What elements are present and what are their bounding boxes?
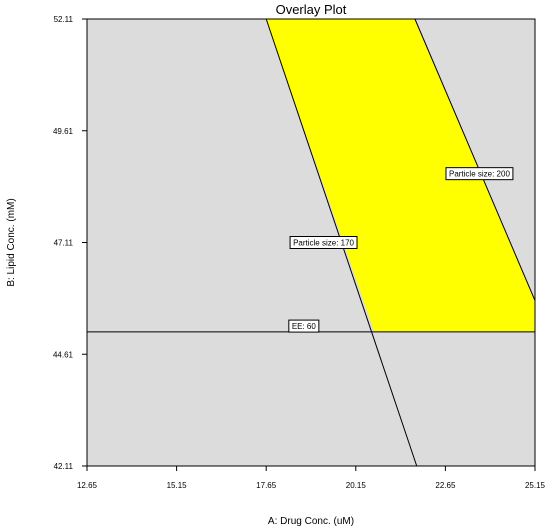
x-tick-label: 15.15 — [167, 481, 188, 490]
x-tick-label: 12.65 — [77, 481, 98, 490]
y-tick-label: 47.11 — [54, 239, 74, 248]
contour-label-text: EE: 60 — [292, 322, 317, 331]
y-axis-label: B: Lipid Conc. (mM) — [6, 198, 17, 286]
x-tick-label: 22.65 — [435, 481, 456, 490]
x-tick-label: 25.15 — [525, 481, 546, 490]
chart-title: Overlay Plot — [275, 2, 347, 17]
y-tick-label: 52.11 — [54, 15, 74, 24]
y-axis: 42.11 44.61 47.11 49.61 52.11 — [53, 15, 87, 471]
contour-label-box — [288, 319, 320, 333]
y-tick-label: 44.61 — [53, 350, 74, 359]
contour-label-box — [289, 236, 358, 249]
y-tick-label: 42.11 — [54, 462, 74, 471]
contour-label-box — [445, 167, 514, 181]
contour-label-text: Particle size: 170 — [293, 239, 354, 248]
x-tick-label: 20.15 — [346, 481, 367, 490]
contour-label-1: Particle size: 200 — [445, 167, 514, 181]
x-axis: 12.65 15.15 17.65 20.15 22.65 25.15 — [77, 466, 546, 490]
contour-labels: Particle size: 170 Particle size: 200 EE: … — [288, 167, 514, 333]
y-tick-label: 49.61 — [53, 127, 74, 136]
contour-label-text: Particle size: 200 — [449, 170, 510, 179]
x-axis-label: A: Drug Conc. (uM) — [268, 516, 354, 527]
contour-line-1 — [414, 18, 536, 301]
contour-label-0: Particle size: 170 — [289, 236, 358, 249]
x-tick-label: 17.65 — [256, 481, 277, 490]
feasible-region — [266, 19, 535, 332]
contour-label-2: EE: 60 — [288, 319, 320, 333]
